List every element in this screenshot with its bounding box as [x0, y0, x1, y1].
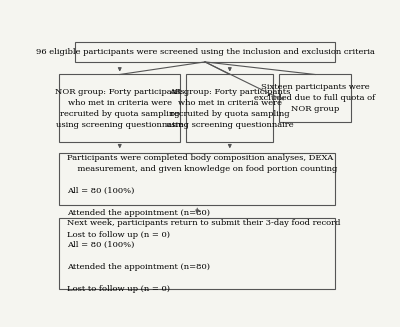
Text: 96 eligible participants were screened using the inclusion and exclusion criteri: 96 eligible participants were screened u…	[36, 48, 374, 56]
Text: AR group: Forty participants
who met in criteria were
recruited by quota samplin: AR group: Forty participants who met in …	[166, 88, 294, 129]
Bar	[75, 42, 335, 62]
Bar	[186, 75, 273, 143]
Text: NOR group: Forty participants
who met in criteria were
recruited by quota sampli: NOR group: Forty participants who met in…	[55, 88, 184, 129]
Text: Sixteen participants were
excluded due to full quota of
NOR group: Sixteen participants were excluded due t…	[254, 83, 376, 113]
Text: Next week, participants return to submit their 3-day food record

All = 80 (100%: Next week, participants return to submit…	[67, 219, 340, 293]
Bar	[59, 75, 180, 143]
Bar	[279, 75, 351, 122]
Bar	[59, 218, 335, 288]
Text: Participants were completed body composition analyses, DEXA
    measurement, and: Participants were completed body composi…	[67, 154, 338, 239]
Bar	[59, 152, 335, 205]
